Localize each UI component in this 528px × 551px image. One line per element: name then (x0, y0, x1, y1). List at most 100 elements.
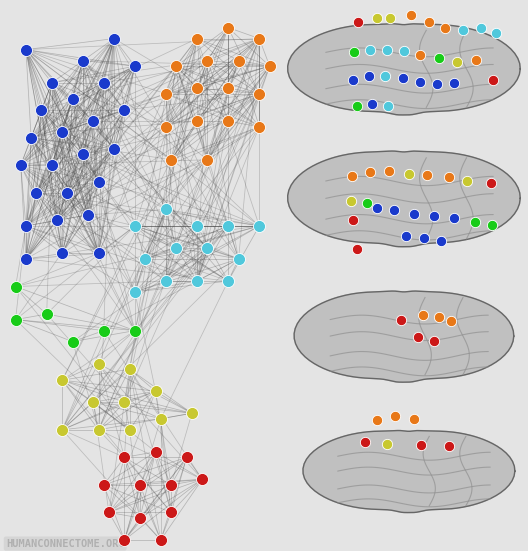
Point (27, 133, 35, 142)
Point (224, 117, 232, 126)
Point (16, 161, 25, 170)
Point (120, 398, 129, 407)
Point (255, 89, 263, 98)
Point (429, 212, 438, 220)
Point (167, 155, 175, 164)
Polygon shape (303, 430, 515, 512)
Point (453, 57, 461, 66)
Point (11, 315, 20, 324)
Point (120, 536, 129, 544)
Point (79, 56, 87, 65)
Point (172, 62, 181, 71)
Point (89, 117, 98, 126)
Point (203, 56, 212, 65)
Point (162, 277, 170, 285)
Point (255, 122, 263, 131)
Point (349, 216, 357, 225)
Point (363, 198, 371, 207)
Point (130, 62, 139, 71)
Point (477, 23, 485, 32)
Text: HUMANCONNECTOME.ORG: HUMANCONNECTOME.ORG (6, 538, 125, 549)
Point (99, 480, 108, 489)
Point (224, 23, 232, 32)
Polygon shape (294, 291, 514, 382)
Point (42, 310, 51, 318)
Point (58, 128, 67, 137)
Point (410, 209, 418, 218)
Point (489, 75, 497, 84)
Point (418, 311, 427, 320)
Point (400, 46, 408, 55)
Point (372, 415, 381, 424)
Point (365, 72, 373, 80)
Polygon shape (288, 151, 520, 247)
Point (136, 514, 144, 522)
Point (266, 62, 274, 71)
Point (110, 144, 118, 153)
Point (95, 249, 103, 258)
Point (79, 150, 87, 159)
Point (95, 425, 103, 434)
Point (48, 161, 56, 170)
Point (120, 453, 129, 462)
Point (433, 79, 441, 88)
Point (407, 11, 416, 20)
Polygon shape (288, 24, 520, 115)
Point (162, 122, 170, 131)
Point (167, 480, 175, 489)
Point (156, 414, 165, 423)
Point (193, 277, 201, 285)
Point (413, 333, 422, 342)
Point (445, 173, 453, 182)
Point (126, 365, 134, 374)
Point (32, 188, 41, 197)
Point (167, 508, 175, 517)
Point (354, 18, 362, 26)
Point (399, 74, 407, 83)
Point (366, 168, 375, 176)
Point (463, 176, 472, 185)
Point (255, 222, 263, 230)
Point (105, 508, 113, 517)
Point (130, 222, 139, 230)
Point (152, 387, 160, 396)
Point (350, 48, 359, 57)
Point (22, 255, 30, 263)
Point (437, 237, 446, 246)
Point (203, 244, 212, 252)
Point (152, 447, 160, 456)
Point (390, 206, 398, 215)
Point (472, 55, 480, 64)
Point (120, 106, 129, 115)
Point (372, 204, 381, 213)
Point (193, 84, 201, 93)
Point (130, 326, 139, 335)
Point (445, 442, 453, 451)
Point (95, 177, 103, 186)
Point (366, 45, 375, 54)
Point (136, 480, 144, 489)
Point (449, 214, 458, 223)
Point (95, 359, 103, 368)
Point (224, 277, 232, 285)
Point (193, 117, 201, 126)
Point (126, 425, 134, 434)
Point (84, 210, 92, 219)
Point (99, 78, 108, 87)
Point (361, 437, 370, 446)
Point (417, 441, 426, 450)
Point (367, 99, 376, 108)
Point (410, 414, 418, 423)
Point (99, 326, 108, 335)
Point (349, 75, 357, 84)
Point (386, 13, 394, 22)
Point (162, 205, 170, 214)
Point (402, 231, 411, 240)
Point (382, 45, 391, 54)
Point (53, 216, 61, 225)
Point (397, 315, 406, 324)
Point (224, 222, 232, 230)
Point (22, 222, 30, 230)
Point (89, 398, 98, 407)
Point (69, 95, 77, 104)
